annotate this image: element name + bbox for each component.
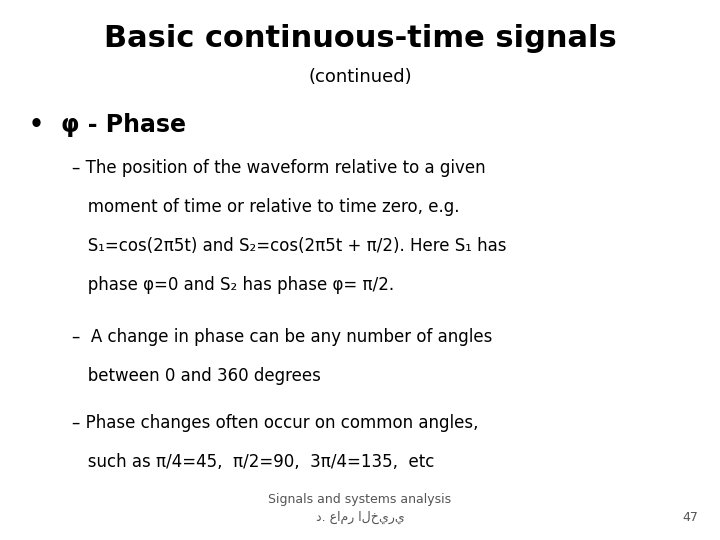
Text: such as π/4=45,  π/2=90,  3π/4=135,  etc: such as π/4=45, π/2=90, 3π/4=135, etc xyxy=(72,453,434,471)
Text: φ - Phase: φ - Phase xyxy=(61,113,186,137)
Text: (continued): (continued) xyxy=(308,68,412,85)
Text: between 0 and 360 degrees: between 0 and 360 degrees xyxy=(72,367,321,385)
Text: Basic continuous-time signals: Basic continuous-time signals xyxy=(104,24,616,53)
Text: •: • xyxy=(29,113,44,137)
Text: phase φ=0 and S₂ has phase φ= π/2.: phase φ=0 and S₂ has phase φ= π/2. xyxy=(72,276,394,294)
Text: – The position of the waveform relative to a given: – The position of the waveform relative … xyxy=(72,159,485,177)
Text: 47: 47 xyxy=(683,511,698,524)
Text: moment of time or relative to time zero, e.g.: moment of time or relative to time zero,… xyxy=(72,198,459,216)
Text: – Phase changes often occur on common angles,: – Phase changes often occur on common an… xyxy=(72,414,479,432)
Text: S₁=cos(2π5t) and S₂=cos(2π5t + π/2). Here S₁ has: S₁=cos(2π5t) and S₂=cos(2π5t + π/2). Her… xyxy=(72,237,506,255)
Text: Signals and systems analysis
د. عامر الخيري: Signals and systems analysis د. عامر الخ… xyxy=(269,492,451,524)
Text: –  A change in phase can be any number of angles: – A change in phase can be any number of… xyxy=(72,328,492,346)
